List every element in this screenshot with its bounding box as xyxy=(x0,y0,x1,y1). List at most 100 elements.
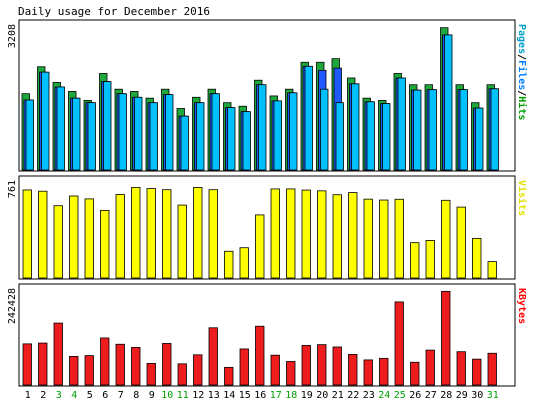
bar-kbytes-day-20 xyxy=(317,344,327,386)
bar-pages-day-3 xyxy=(56,86,65,171)
bar-visits-day-1 xyxy=(22,189,32,279)
bar-pages-day-14 xyxy=(227,107,236,171)
bar-visits-day-13 xyxy=(208,189,218,279)
day-label-21: 21 xyxy=(332,390,344,401)
ymax-label-kbytes: 242428 xyxy=(7,288,18,324)
day-label-16: 16 xyxy=(254,390,266,401)
bar-pages-day-11 xyxy=(180,115,189,171)
bar-pages-day-30 xyxy=(475,107,484,171)
legend-item: Hits xyxy=(516,96,528,120)
bar-kbytes-day-12 xyxy=(193,354,203,386)
bar-kbytes-day-1 xyxy=(22,343,32,386)
bar-visits-day-16 xyxy=(255,214,265,279)
bar-pages-day-29 xyxy=(459,89,468,171)
bar-kbytes-day-10 xyxy=(162,343,172,386)
bar-pages-day-19 xyxy=(304,65,313,171)
bar-visits-day-22 xyxy=(348,192,358,279)
bar-kbytes-day-30 xyxy=(472,358,482,386)
bar-visits-day-15 xyxy=(239,247,249,279)
bar-kbytes-day-11 xyxy=(177,363,187,386)
bar-visits-day-28 xyxy=(441,199,451,279)
day-label-5: 5 xyxy=(87,390,93,401)
day-label-28: 28 xyxy=(440,390,452,401)
bar-visits-day-6 xyxy=(100,209,110,279)
bar-kbytes-day-25 xyxy=(394,301,404,386)
chart-title: Daily usage for December 2016 xyxy=(18,5,210,18)
bar-kbytes-day-16 xyxy=(255,325,265,386)
bar-pages-day-26 xyxy=(413,89,422,171)
bar-pages-day-8 xyxy=(134,96,143,171)
panel-hits-files-pages: 3208 Pages/Files/Hits xyxy=(7,19,528,172)
bar-kbytes-day-3 xyxy=(53,322,63,386)
bar-visits-day-18 xyxy=(286,188,296,279)
bar-kbytes-day-24 xyxy=(379,357,389,386)
day-axis-labels: 1 2 3 4 5 6 7 8 9 10 11 12 13 14 15 16 17 18 19 20 21 22 23 24 2… xyxy=(25,390,499,401)
bar-pages-day-22 xyxy=(351,83,360,171)
bar-kbytes-day-5 xyxy=(84,355,94,386)
bar-kbytes-day-6 xyxy=(100,337,110,386)
day-label-2: 2 xyxy=(40,390,46,401)
day-label-26: 26 xyxy=(409,390,421,401)
bar-visits-day-11 xyxy=(177,204,187,279)
day-label-19: 19 xyxy=(301,390,313,401)
day-label-23: 23 xyxy=(363,390,375,401)
legend-hits-files-pages: Pages/Files/Hits xyxy=(516,24,528,120)
legend-item: Pages xyxy=(516,24,527,54)
bar-visits-day-29 xyxy=(456,206,466,279)
bar-pages-day-4 xyxy=(72,97,81,171)
bar-kbytes-day-31 xyxy=(487,352,497,386)
bar-pages-day-23 xyxy=(366,101,375,171)
bar-kbytes-day-17 xyxy=(270,354,280,386)
bar-pages-day-13 xyxy=(211,93,220,171)
bar-pages-day-27 xyxy=(428,89,437,171)
bar-kbytes-day-8 xyxy=(131,346,141,386)
bar-visits-day-3 xyxy=(53,205,63,279)
bar-pages-day-21 xyxy=(335,102,344,171)
bar-visits-day-19 xyxy=(301,189,311,279)
bar-pages-day-2 xyxy=(41,71,50,171)
day-label-22: 22 xyxy=(347,390,359,401)
bar-kbytes-day-7 xyxy=(115,343,125,386)
bar-visits-day-23 xyxy=(363,198,373,279)
bar-kbytes-day-28 xyxy=(441,290,451,386)
legend-item: KBytes xyxy=(516,288,527,324)
bar-kbytes-day-18 xyxy=(286,361,296,386)
panel-visits: 761 Visits xyxy=(7,175,528,280)
ymax-label-hits-files-pages: 3208 xyxy=(7,24,18,48)
bar-pages-day-12 xyxy=(196,102,205,171)
bar-pages-day-31 xyxy=(490,88,499,171)
bar-visits-day-10 xyxy=(162,189,172,279)
bar-visits-day-20 xyxy=(317,190,327,279)
bar-kbytes-day-14 xyxy=(224,366,234,386)
bar-kbytes-day-27 xyxy=(425,349,435,386)
day-label-9: 9 xyxy=(149,390,155,401)
bar-visits-day-12 xyxy=(193,187,203,279)
day-label-18: 18 xyxy=(285,390,297,401)
day-label-13: 13 xyxy=(208,390,220,401)
bar-pages-day-17 xyxy=(273,100,282,171)
day-label-31: 31 xyxy=(487,390,499,401)
bar-pages-day-7 xyxy=(118,93,127,171)
bar-kbytes-day-4 xyxy=(69,355,79,386)
day-label-1: 1 xyxy=(25,390,31,401)
bar-pages-day-20 xyxy=(320,88,329,171)
ymax-label-visits: 761 xyxy=(7,180,18,198)
bar-kbytes-day-23 xyxy=(363,359,373,386)
legend-item: / xyxy=(516,90,527,96)
bar-visits-day-5 xyxy=(84,198,94,279)
bar-kbytes-day-9 xyxy=(146,363,156,386)
bar-pages-day-6 xyxy=(103,81,112,171)
day-label-20: 20 xyxy=(316,390,328,401)
bar-visits-day-17 xyxy=(270,188,280,279)
day-label-15: 15 xyxy=(239,390,251,401)
day-label-14: 14 xyxy=(223,390,235,401)
legend-item: Files xyxy=(516,60,528,90)
bar-visits-day-27 xyxy=(425,240,435,279)
legend-item: Visits xyxy=(516,180,528,216)
bar-pages-day-5 xyxy=(87,102,96,171)
bar-visits-day-21 xyxy=(332,194,342,279)
bar-pages-day-28 xyxy=(444,34,453,171)
day-label-29: 29 xyxy=(456,390,468,401)
bar-visits-day-31 xyxy=(487,261,497,279)
